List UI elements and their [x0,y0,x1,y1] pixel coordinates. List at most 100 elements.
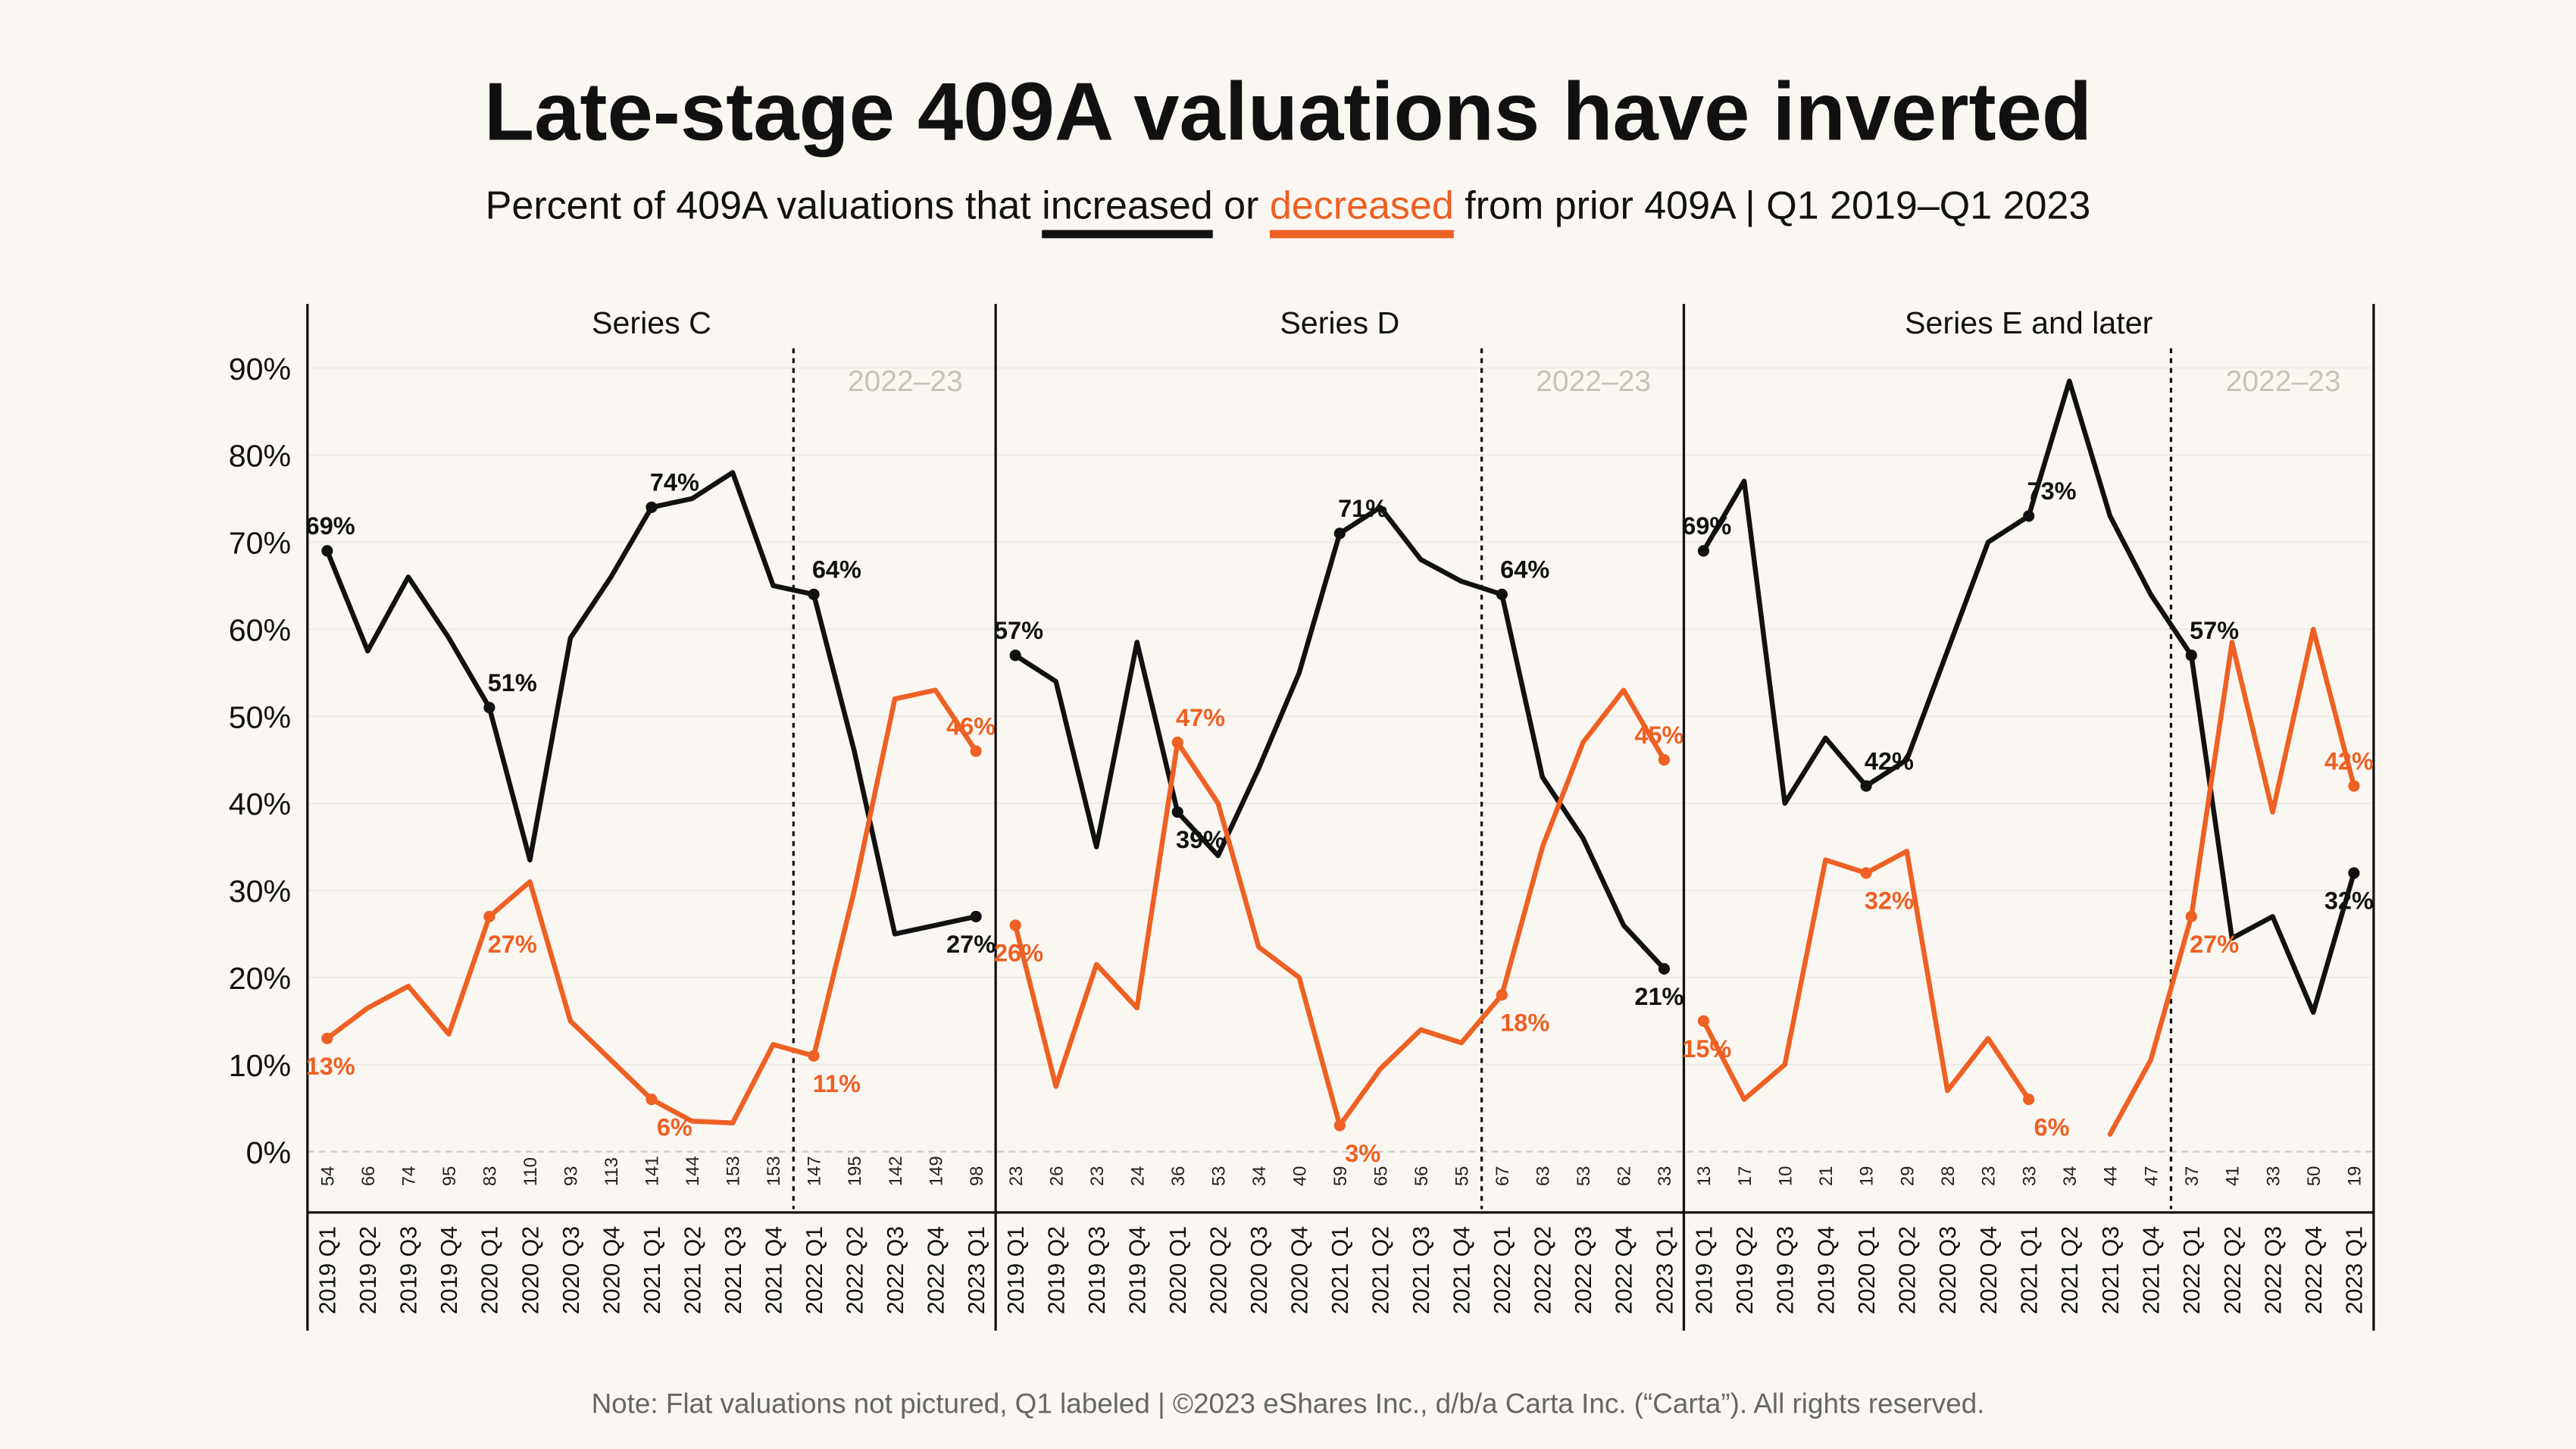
quarter-label: 2023 Q1 [1652,1226,1677,1314]
quarter-label: 2022 Q1 [802,1226,827,1314]
y-tick-label: 60% [229,612,291,647]
count-label: 34 [2060,1166,2080,1187]
quarter-label: 2020 Q1 [1855,1226,1880,1314]
quarter-label: 2021 Q2 [2058,1226,2083,1314]
count-label: 98 [967,1166,987,1187]
y-tick-label: 40% [229,787,291,822]
decreased-data-label: 27% [2190,931,2239,958]
decreased-data-label: 26% [994,940,1043,967]
quarter-label: 2020 Q2 [1896,1226,1921,1314]
count-label: 153 [764,1156,784,1186]
quarter-label: 2019 Q3 [1085,1226,1110,1314]
quarter-label: 2019 Q4 [437,1226,462,1314]
quarter-label: 2021 Q3 [1409,1226,1434,1314]
decreased-point [808,1050,820,1062]
quarter-label: 2022 Q1 [1490,1226,1515,1314]
decreased-data-label: 42% [2324,747,2374,775]
count-label: 50 [2304,1166,2324,1187]
count-label: 83 [480,1166,501,1187]
quarter-label: 2019 Q1 [1692,1226,1717,1314]
increased-data-label: 69% [306,512,355,540]
count-label: 53 [1208,1166,1229,1187]
count-label: 113 [602,1157,622,1186]
panel-title: Series D [1280,305,1399,340]
decreased-data-label: 18% [1500,1009,1549,1037]
increased-data-label: 57% [2190,617,2239,644]
decreased-data-label: 46% [946,712,996,740]
increased-data-label: 71% [1338,495,1387,522]
quarter-label: 2020 Q1 [478,1226,503,1314]
count-label: 149 [926,1156,946,1186]
quarter-label: 2022 Q2 [1531,1226,1556,1314]
panel-title: Series C [592,305,711,340]
count-label: 153 [724,1156,744,1186]
subtitle-part2: from prior 409A | Q1 2019–Q1 2023 [1454,183,2091,227]
count-label: 44 [2101,1166,2121,1187]
panel-series-e-and-later: Series E and later 2022–23 13 2019 Q1 17 2019… [1682,304,2375,1331]
count-label: 54 [318,1166,339,1187]
quarter-label: 2019 Q4 [1814,1226,1839,1314]
count-label: 29 [1897,1166,1918,1187]
quarter-label: 2019 Q2 [1733,1226,1758,1314]
quarter-label: 2019 Q2 [1045,1226,1070,1314]
increased-point [970,910,982,923]
count-label: 93 [561,1166,582,1187]
count-label: 47 [2141,1166,2162,1187]
count-label: 13 [1694,1166,1715,1187]
increased-legend-bar [1042,230,1213,239]
decreased-point [1009,919,1021,931]
y-tick-label: 70% [229,526,291,561]
quarter-label: 2020 Q4 [599,1226,624,1314]
increased-data-label: 64% [812,556,861,584]
y-tick-label: 50% [229,699,291,734]
quarter-label: 2021 Q3 [721,1226,746,1314]
decreased-point [1697,1015,1710,1027]
panel-series-c: Series C 2022–23 54 2019 Q1 66 2019 Q2 74 2019 … [306,304,996,1331]
quarter-label: 2020 Q3 [559,1226,584,1314]
decreased-line [2107,627,2357,1137]
count-label: 10 [1775,1166,1796,1187]
quarter-label: 2021 Q4 [1450,1226,1475,1314]
quarter-label: 2022 Q2 [843,1226,868,1314]
quarter-label: 2020 Q2 [518,1226,543,1314]
increased-data-label: 42% [1865,747,1914,775]
increased-point [1171,806,1183,818]
chart-subtitle: Percent of 409A valuations that increase… [486,183,2091,227]
y-tick-label: 20% [229,961,291,996]
increased-point [483,702,496,714]
increased-point [1496,588,1508,600]
count-label: 19 [1857,1166,1877,1187]
quarter-label: 2022 Q3 [1571,1226,1596,1314]
count-label: 66 [358,1166,379,1187]
increased-point [1697,545,1710,557]
quarter-label: 2019 Q1 [316,1226,341,1314]
count-label: 23 [1006,1166,1027,1187]
increased-point [2348,867,2360,879]
count-label: 144 [683,1156,703,1186]
decreased-data-label: 45% [1634,721,1683,749]
quarter-label: 2022 Q4 [2302,1226,2327,1314]
decreased-point [483,910,496,923]
increased-data-label: 39% [1176,826,1225,853]
quarter-label: 2022 Q3 [883,1226,908,1314]
count-label: 41 [2223,1166,2243,1187]
increased-point [646,501,658,514]
increased-data-label: 74% [650,469,699,496]
decreased-point [2348,780,2360,792]
decreased-data-label: 32% [1865,887,1914,915]
count-label: 23 [1087,1166,1108,1187]
quarter-label: 2022 Q2 [2221,1226,2246,1314]
decreased-data-label: 6% [2034,1113,2070,1141]
quarter-label: 2022 Q4 [1612,1226,1637,1314]
quarter-label: 2022 Q4 [924,1226,949,1314]
increased-data-label: 73% [2027,477,2076,505]
quarter-label: 2022 Q1 [2180,1226,2205,1314]
count-label: 65 [1371,1166,1391,1187]
count-label: 195 [845,1156,865,1186]
panel-title: Series E and later [1905,305,2153,340]
decreased-data-label: 11% [813,1070,861,1097]
quarter-label: 2021 Q4 [761,1226,786,1314]
quarter-label: 2020 Q3 [1936,1226,1961,1314]
chart-title: Late-stage 409A valuations have inverted [484,65,2092,157]
quarter-label: 2020 Q1 [1166,1226,1191,1314]
